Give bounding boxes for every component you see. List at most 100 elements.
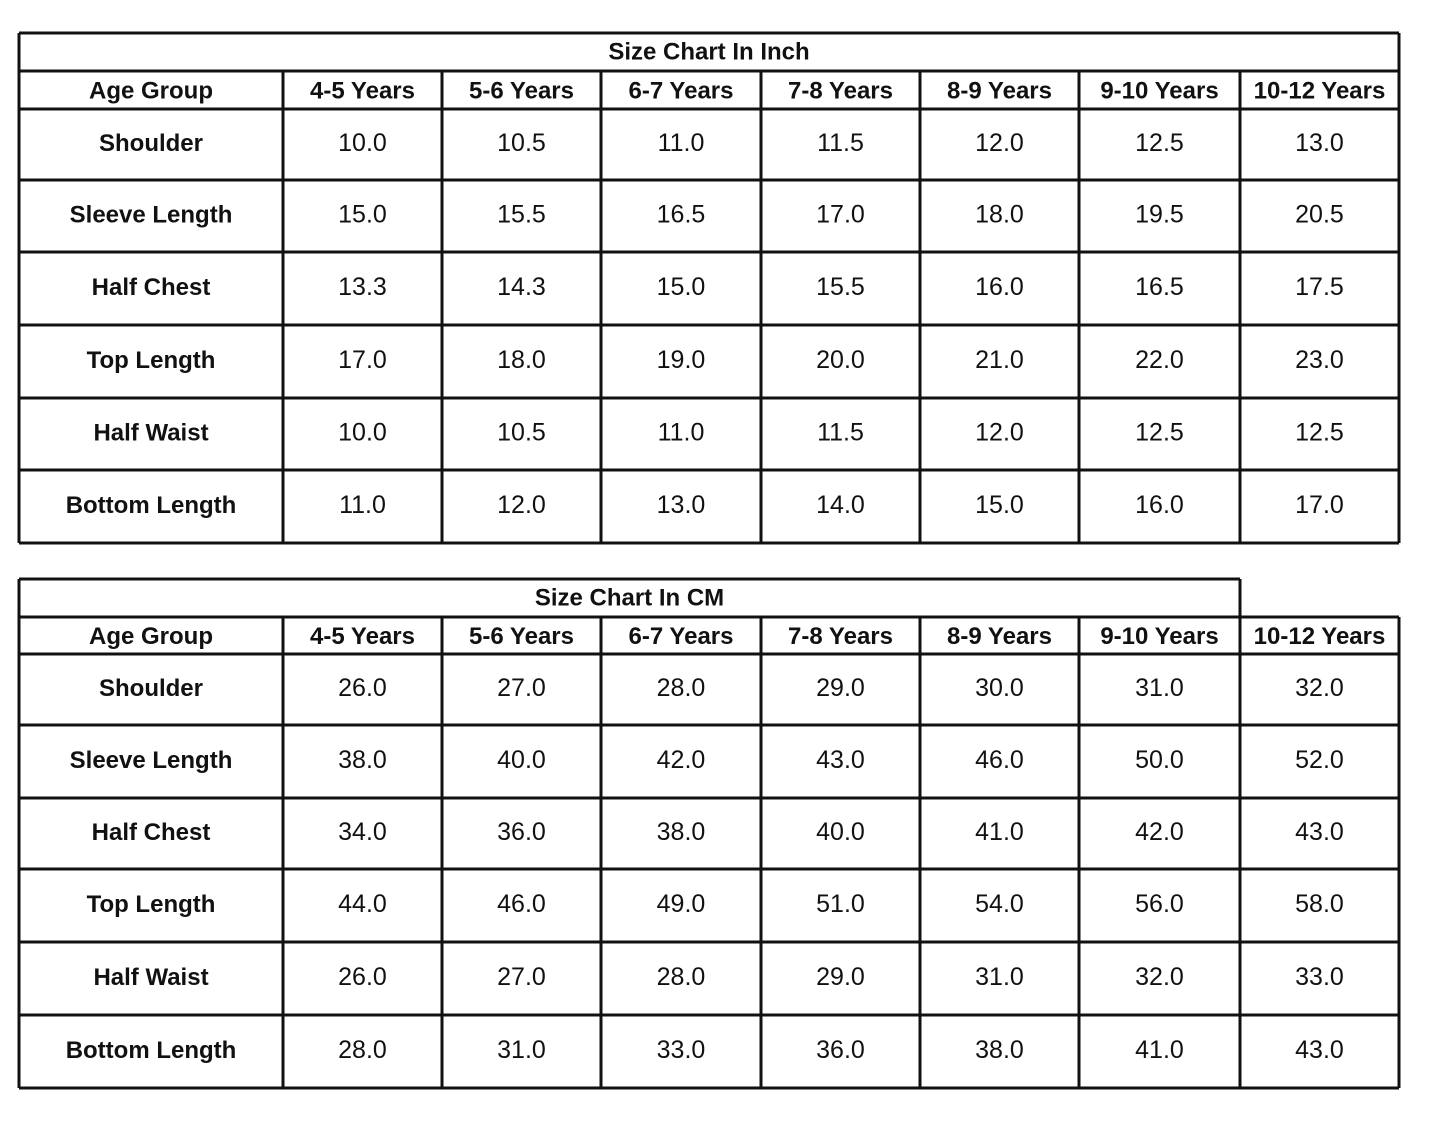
cell-value: 54.0 bbox=[975, 890, 1024, 918]
cell-value: 27.0 bbox=[497, 963, 546, 991]
cell-value: 21.0 bbox=[975, 346, 1024, 374]
cell-value: 14.3 bbox=[497, 273, 546, 301]
cell-value: 11.5 bbox=[817, 129, 864, 157]
cell-value: 12.5 bbox=[1135, 419, 1184, 447]
column-header: 5-6 Years bbox=[469, 77, 574, 104]
cell-value: 28.0 bbox=[657, 674, 706, 702]
cell-value: 43.0 bbox=[1295, 818, 1344, 846]
cell-value: 27.0 bbox=[497, 674, 546, 702]
cell-value: 32.0 bbox=[1135, 963, 1184, 991]
cell-value: 10.0 bbox=[338, 129, 387, 157]
cell-value: 17.0 bbox=[1295, 491, 1344, 519]
column-header: 7-8 Years bbox=[788, 623, 893, 650]
cell-value: 44.0 bbox=[338, 890, 387, 918]
cell-value: 34.0 bbox=[338, 818, 387, 846]
cell-value: 11.5 bbox=[817, 419, 864, 447]
cell-value: 16.5 bbox=[657, 201, 706, 229]
cell-value: 32.0 bbox=[1295, 674, 1344, 702]
cell-value: 31.0 bbox=[497, 1036, 546, 1064]
column-header: 7-8 Years bbox=[788, 77, 893, 104]
cell-value: 28.0 bbox=[657, 963, 706, 991]
row-label: Half Waist bbox=[93, 419, 208, 446]
cell-value: 13.0 bbox=[657, 491, 706, 519]
cell-value: 18.0 bbox=[497, 346, 546, 374]
cell-value: 40.0 bbox=[497, 746, 546, 774]
cell-value: 17.0 bbox=[816, 201, 865, 229]
cell-value: 38.0 bbox=[338, 746, 387, 774]
row-label: Shoulder bbox=[99, 130, 203, 157]
table-title: Size Chart In CM bbox=[535, 584, 724, 611]
cell-value: 16.0 bbox=[975, 273, 1024, 301]
cell-value: 36.0 bbox=[497, 818, 546, 846]
column-header: 10-12 Years bbox=[1254, 77, 1386, 104]
cell-value: 28.0 bbox=[338, 1036, 387, 1064]
cell-value: 11.0 bbox=[658, 129, 705, 157]
cell-value: 41.0 bbox=[975, 818, 1024, 846]
cell-value: 29.0 bbox=[816, 963, 865, 991]
cell-value: 12.0 bbox=[975, 129, 1024, 157]
cell-value: 43.0 bbox=[1295, 1036, 1344, 1064]
cell-value: 20.5 bbox=[1295, 201, 1344, 229]
column-header: Age Group bbox=[89, 77, 213, 104]
cell-value: 22.0 bbox=[1135, 346, 1184, 374]
column-header: 4-5 Years bbox=[310, 77, 415, 104]
cell-value: 46.0 bbox=[975, 746, 1024, 774]
cell-value: 58.0 bbox=[1295, 890, 1344, 918]
cell-value: 52.0 bbox=[1295, 746, 1344, 774]
column-header: Age Group bbox=[89, 623, 213, 650]
cell-value: 19.5 bbox=[1135, 201, 1184, 229]
row-label: Bottom Length bbox=[66, 492, 237, 519]
column-header: 10-12 Years bbox=[1254, 623, 1386, 650]
row-label: Top Length bbox=[87, 347, 216, 374]
column-header: 6-7 Years bbox=[629, 77, 734, 104]
cell-value: 15.5 bbox=[816, 273, 865, 301]
row-label: Half Chest bbox=[92, 274, 211, 301]
cell-value: 50.0 bbox=[1135, 746, 1184, 774]
cell-value: 42.0 bbox=[1135, 818, 1184, 846]
cell-value: 18.0 bbox=[975, 201, 1024, 229]
cell-value: 23.0 bbox=[1295, 346, 1344, 374]
column-header: 4-5 Years bbox=[310, 623, 415, 650]
row-label: Sleeve Length bbox=[70, 747, 233, 774]
row-label: Sleeve Length bbox=[70, 201, 233, 228]
cell-value: 17.5 bbox=[1295, 273, 1344, 301]
cell-value: 14.0 bbox=[816, 491, 865, 519]
cell-value: 15.0 bbox=[975, 491, 1024, 519]
cell-value: 10.5 bbox=[497, 129, 546, 157]
row-label: Half Chest bbox=[92, 819, 211, 846]
cell-value: 33.0 bbox=[657, 1036, 706, 1064]
row-label: Top Length bbox=[87, 891, 216, 918]
cell-value: 33.0 bbox=[1295, 963, 1344, 991]
cell-value: 11.0 bbox=[658, 419, 705, 447]
cell-value: 15.0 bbox=[657, 273, 706, 301]
cell-value: 43.0 bbox=[816, 746, 865, 774]
cell-value: 49.0 bbox=[657, 890, 706, 918]
cell-value: 12.0 bbox=[975, 419, 1024, 447]
cell-value: 51.0 bbox=[816, 890, 865, 918]
cell-value: 20.0 bbox=[816, 346, 865, 374]
cell-value: 16.5 bbox=[1135, 273, 1184, 301]
cell-value: 17.0 bbox=[338, 346, 387, 374]
cell-value: 13.0 bbox=[1295, 129, 1344, 157]
cell-value: 26.0 bbox=[338, 963, 387, 991]
cell-value: 13.3 bbox=[338, 273, 387, 301]
cell-value: 30.0 bbox=[975, 674, 1024, 702]
cell-value: 11.0 bbox=[339, 491, 386, 519]
table-title: Size Chart In Inch bbox=[608, 38, 809, 65]
cell-value: 15.5 bbox=[497, 201, 546, 229]
cell-value: 36.0 bbox=[816, 1036, 865, 1064]
cell-value: 38.0 bbox=[975, 1036, 1024, 1064]
cell-value: 12.5 bbox=[1135, 129, 1184, 157]
cell-value: 19.0 bbox=[657, 346, 706, 374]
cell-value: 12.5 bbox=[1295, 419, 1344, 447]
column-header: 8-9 Years bbox=[947, 623, 1052, 650]
cell-value: 42.0 bbox=[657, 746, 706, 774]
cell-value: 15.0 bbox=[338, 201, 387, 229]
column-header: 5-6 Years bbox=[469, 623, 574, 650]
row-label: Half Waist bbox=[93, 964, 208, 991]
cell-value: 29.0 bbox=[816, 674, 865, 702]
cell-value: 56.0 bbox=[1135, 890, 1184, 918]
cell-value: 31.0 bbox=[975, 963, 1024, 991]
